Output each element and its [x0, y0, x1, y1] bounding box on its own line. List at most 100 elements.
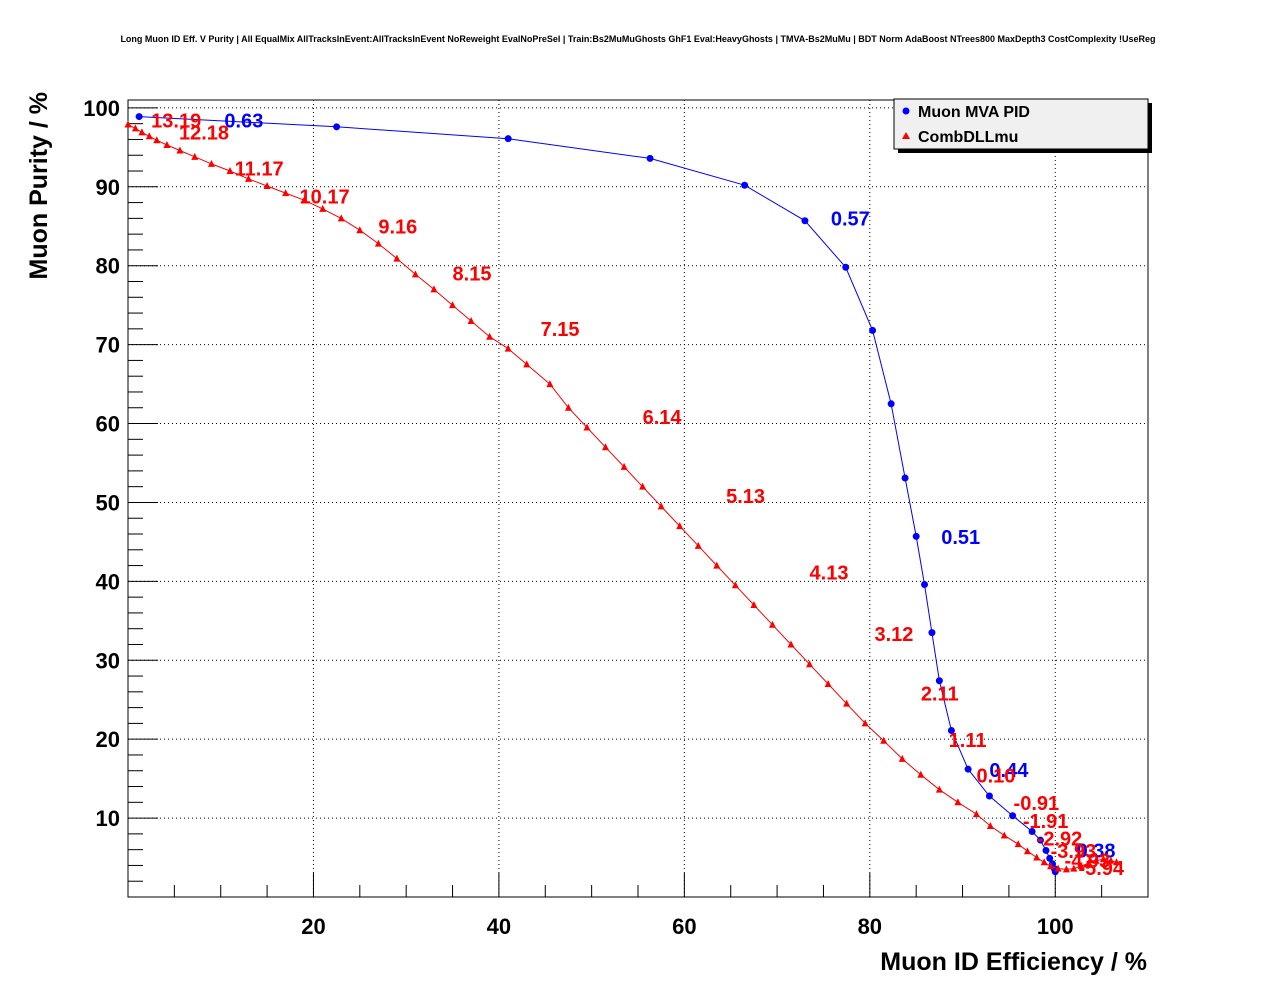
point-label: 0.38: [1077, 840, 1116, 862]
data-point: [1042, 846, 1050, 854]
data-point: [135, 113, 143, 121]
data-point: [1107, 856, 1115, 864]
data-point: [504, 344, 512, 352]
point-label: 0.44: [989, 760, 1029, 782]
y-tick-label: 40: [96, 569, 120, 594]
data-point: [898, 754, 906, 762]
data-point: [986, 821, 994, 829]
y-tick-label: 80: [96, 254, 120, 279]
data-point: [546, 380, 554, 388]
data-point: [901, 474, 909, 482]
y-tick-label: 20: [96, 727, 120, 752]
y-tick-label: 30: [96, 648, 120, 673]
data-point: [861, 719, 869, 727]
data-point: [430, 285, 438, 293]
data-point: [694, 541, 702, 549]
data-point: [880, 736, 888, 744]
data-point: [1062, 865, 1070, 873]
data-point: [583, 423, 591, 431]
data-point: [842, 263, 850, 271]
x-tick-label: 60: [672, 914, 696, 939]
data-point: [333, 123, 341, 131]
data-point: [1028, 828, 1036, 836]
point-label: 9.16: [378, 216, 417, 238]
data-point: [1036, 836, 1044, 844]
legend-label-muon-mva-pid: Muon MVA PID: [918, 104, 1030, 121]
data-point: [356, 226, 364, 234]
data-point: [523, 360, 531, 368]
data-point: [1033, 853, 1041, 861]
y-tick-label: 10: [96, 806, 120, 831]
data-point: [131, 124, 139, 132]
data-point: [806, 660, 814, 668]
data-point: [191, 152, 199, 160]
point-label: -2.92: [1037, 829, 1083, 851]
point-label: -4.93: [1065, 851, 1111, 873]
chart-title: Long Muon ID Eff. V Purity | All EqualMi…: [120, 34, 1155, 44]
data-point: [1054, 864, 1062, 872]
data-point: [393, 254, 401, 262]
data-point: [676, 522, 684, 530]
data-point: [207, 159, 215, 167]
data-point: [300, 196, 308, 204]
data-point: [138, 128, 146, 136]
data-point: [620, 462, 628, 470]
x-tick-label: 20: [301, 914, 325, 939]
point-label: 11.17: [235, 159, 284, 181]
legend-marker-muon-mva-pid: [902, 107, 910, 115]
data-point: [912, 532, 920, 540]
point-label: -3.93: [1051, 841, 1097, 863]
data-point: [374, 239, 382, 247]
point-label: -1.91: [1023, 811, 1069, 833]
data-point: [602, 443, 610, 451]
data-point: [731, 581, 739, 589]
data-point: [869, 326, 877, 334]
data-point: [935, 677, 943, 685]
data-point: [504, 135, 512, 143]
data-point: [935, 785, 943, 793]
data-point: [964, 765, 972, 773]
point-label: 3.12: [874, 624, 913, 646]
point-label: 10.17: [300, 186, 350, 208]
data-point: [1040, 858, 1048, 866]
data-point: [1023, 847, 1031, 855]
data-point: [226, 167, 234, 175]
data-point: [176, 146, 184, 154]
y-tick-label: 60: [96, 412, 120, 437]
point-label: 0.10: [976, 765, 1015, 787]
point-label: 0.63: [224, 111, 263, 133]
data-point: [163, 140, 171, 148]
data-point: [337, 214, 345, 222]
data-point: [750, 601, 758, 609]
data-point: [801, 217, 809, 225]
y-tick-label: 50: [96, 490, 120, 515]
data-point: [1047, 862, 1055, 870]
data-point: [928, 629, 936, 637]
data-point: [263, 182, 271, 190]
data-point: [887, 400, 895, 408]
y-tick-label: 90: [96, 175, 120, 200]
point-label: -0.91: [1014, 793, 1060, 815]
data-point: [1077, 862, 1085, 870]
data-point: [954, 798, 962, 806]
data-point: [741, 181, 749, 189]
point-label: 1.11: [949, 730, 987, 752]
data-point: [917, 770, 925, 778]
y-tick-label: 100: [83, 96, 120, 121]
data-point: [564, 403, 572, 411]
data-point: [1070, 864, 1078, 872]
data-point: [1000, 831, 1008, 839]
data-point: [1099, 855, 1107, 863]
data-point: [1009, 812, 1017, 820]
series-1: [124, 120, 1120, 873]
point-label: 0.57: [831, 208, 870, 230]
data-point: [787, 640, 795, 648]
data-point: [486, 332, 494, 340]
data-point: [245, 174, 253, 182]
legend-label-combdllmu: CombDLLmu: [918, 129, 1018, 146]
data-point: [985, 792, 993, 800]
data-point: [768, 620, 776, 628]
